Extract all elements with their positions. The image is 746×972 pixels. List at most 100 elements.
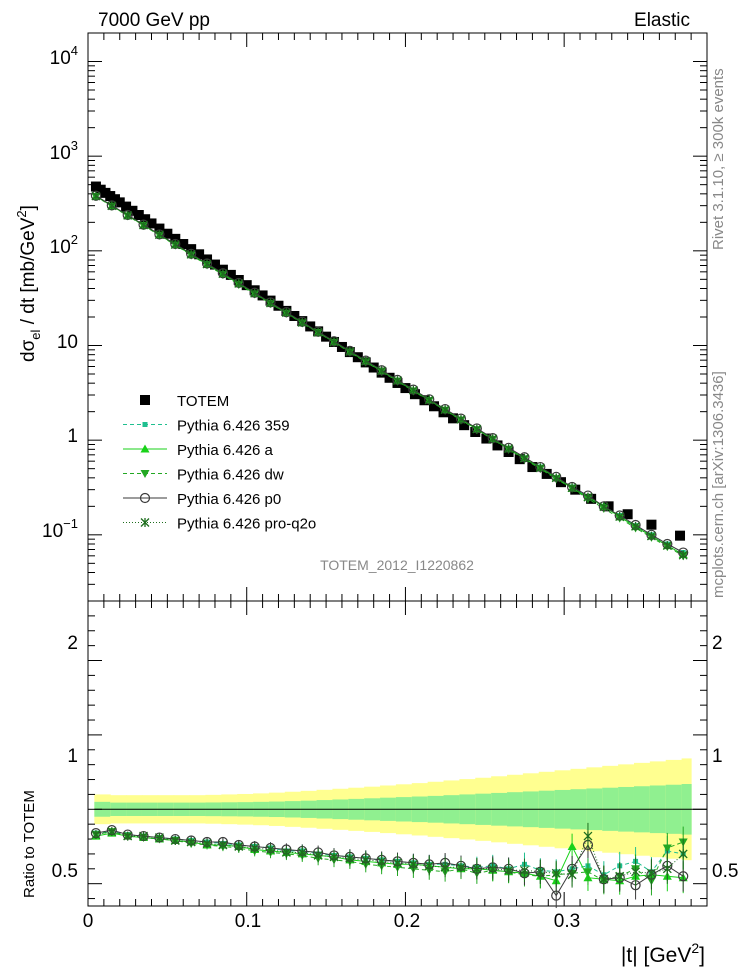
watermark: TOTEM_2012_I1220862 xyxy=(320,557,474,573)
totem-point xyxy=(459,420,470,431)
ratio-point xyxy=(154,833,164,843)
ratio-point xyxy=(551,890,562,901)
legend-marker xyxy=(140,444,150,453)
legend-marker xyxy=(140,470,150,478)
xtick-0.1: 0.1 xyxy=(235,911,261,932)
rtick-2-left: 2 xyxy=(67,633,78,654)
ratio-point xyxy=(456,862,466,872)
ratio-point xyxy=(488,864,498,874)
ratio-point xyxy=(583,868,593,877)
ratio-series-line xyxy=(95,831,684,880)
main-point xyxy=(218,269,228,279)
ratio-point xyxy=(599,874,609,884)
ratio-point xyxy=(551,868,561,878)
legend-label: Pythia 6.426 a xyxy=(177,442,274,459)
ratio-series-layer xyxy=(90,822,689,909)
main-series-layer xyxy=(90,181,689,561)
ratio-point xyxy=(250,843,260,853)
legend-label: Pythia 6.426 359 xyxy=(177,418,290,435)
ratio-point xyxy=(139,831,149,841)
rtick-2-right: 2 xyxy=(712,633,723,654)
totem-point xyxy=(514,454,525,465)
totem-point xyxy=(400,383,411,394)
main-point xyxy=(139,220,149,230)
ytick-1e1: 10 xyxy=(57,332,78,353)
main-point xyxy=(393,376,402,386)
totem-point xyxy=(541,468,552,479)
totem-point xyxy=(162,228,173,239)
main-series-5 xyxy=(91,191,688,560)
ratio-point xyxy=(202,839,212,849)
totem-point xyxy=(154,223,165,234)
ratio-point xyxy=(297,847,307,857)
totem-point xyxy=(140,214,151,225)
totem-point xyxy=(429,401,440,412)
main-point xyxy=(297,317,307,327)
ratio-point xyxy=(504,865,514,875)
main-point xyxy=(456,414,466,424)
xtick-0.3: 0.3 xyxy=(554,911,580,932)
header-right: Elastic xyxy=(634,10,690,31)
totem-point xyxy=(241,280,252,291)
ratio-frame xyxy=(87,600,708,907)
ratio-point xyxy=(520,865,529,875)
ratio-point xyxy=(107,827,117,837)
main-series-line xyxy=(95,195,684,556)
ratio-point xyxy=(472,864,482,874)
main-point xyxy=(250,288,260,298)
ratio-point xyxy=(662,864,672,874)
main-point xyxy=(551,473,561,483)
mcplots-label: mcplots.cern.ch [arXiv:1306.3436] xyxy=(710,371,727,598)
main-point xyxy=(631,521,641,531)
ratio-point xyxy=(170,836,180,846)
totem-point xyxy=(289,310,300,321)
legend-item-1: Pythia 6.426 359 xyxy=(123,418,290,435)
totem-point xyxy=(368,362,379,373)
legend-label: Pythia 6.426 dw xyxy=(177,467,284,484)
totem-point xyxy=(225,269,236,280)
main-point xyxy=(345,347,355,357)
ytick-1e2: 102 xyxy=(50,232,78,258)
rtick-1-left: 1 xyxy=(67,746,78,767)
legend-label: TOTEM xyxy=(177,393,229,410)
totem-point xyxy=(209,259,220,270)
main-point xyxy=(504,444,514,454)
ratio-point xyxy=(424,861,434,871)
ratio-point xyxy=(567,841,577,850)
legend-marker xyxy=(140,395,150,405)
xtick-0: 0 xyxy=(83,911,94,932)
main-series-0 xyxy=(90,181,686,541)
rtick-1-right: 1 xyxy=(712,746,723,767)
ytick-1e4: 104 xyxy=(50,43,78,69)
main-point xyxy=(91,191,101,201)
main-point xyxy=(472,424,482,434)
totem-point xyxy=(481,433,492,444)
ratio-point xyxy=(408,859,418,869)
main-point xyxy=(377,366,387,376)
ytick-1em1: 10−1 xyxy=(42,516,78,542)
ratio-ylabel: Ratio to TOTEM xyxy=(21,790,38,898)
main-ylabel: dσel / dt [mb/GeV2] xyxy=(14,205,43,362)
totem-point xyxy=(146,218,157,229)
totem-point xyxy=(527,462,538,473)
legend-marker xyxy=(142,422,148,427)
legend-label: Pythia 6.426 pro-q2o xyxy=(177,516,316,533)
main-point xyxy=(567,483,577,493)
ratio-point xyxy=(329,852,339,862)
main-point xyxy=(424,395,434,405)
legend-label: Pythia 6.426 p0 xyxy=(177,491,281,508)
ratio-point xyxy=(281,847,291,857)
header-left: 7000 GeV pp xyxy=(98,10,210,31)
ytick-1e0: 1 xyxy=(67,426,78,447)
main-point xyxy=(202,259,212,269)
main-point xyxy=(520,453,529,463)
ratio-point xyxy=(662,844,672,853)
main-point xyxy=(154,230,164,240)
ratio-point xyxy=(345,853,355,863)
totem-point xyxy=(178,239,189,250)
totem-point xyxy=(384,372,395,383)
main-point xyxy=(662,541,672,551)
ratio-point xyxy=(646,868,656,878)
ratio-point xyxy=(266,844,275,854)
